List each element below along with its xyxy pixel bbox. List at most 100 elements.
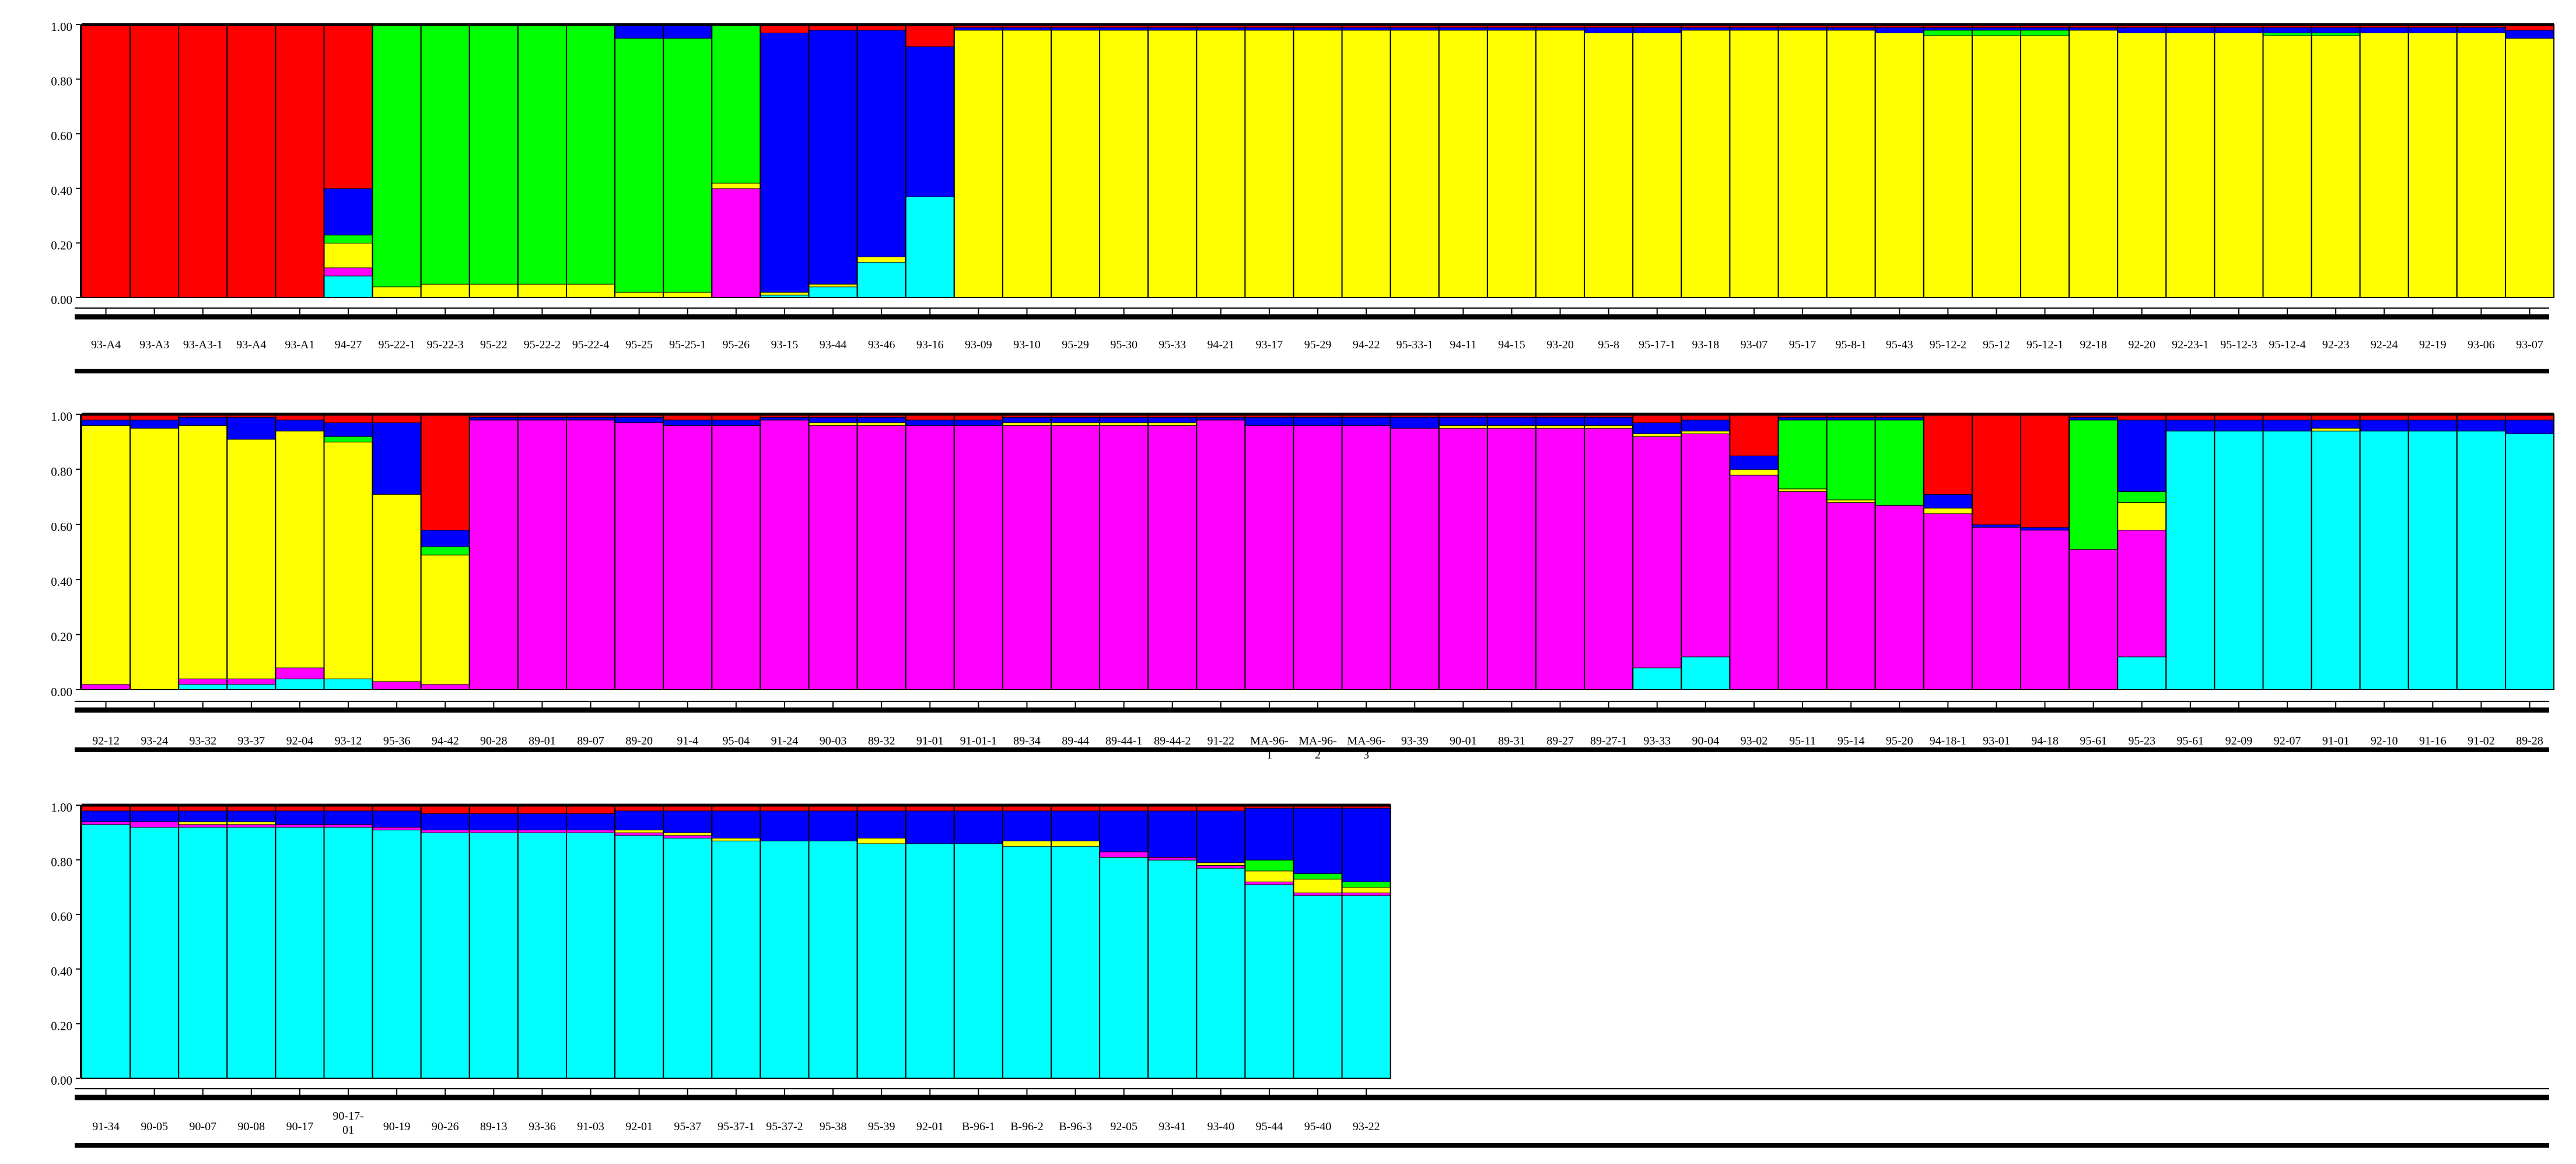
x-tick-label: 95-30: [1110, 338, 1138, 351]
bar-segment-blue: [372, 810, 421, 827]
bar-95-12-2: [1923, 24, 1973, 298]
x-tick-label: 89-07: [577, 735, 604, 747]
bar-segment-magenta: [469, 830, 518, 833]
bar-segment-blue: [2408, 27, 2457, 33]
x-tick-label: 89-32: [868, 735, 895, 747]
bar-segment-red: [324, 805, 373, 811]
x-tick-label: 93-46: [868, 338, 895, 351]
bar-segment-red: [663, 414, 712, 420]
y-tick-label: 0.20: [51, 1019, 72, 1033]
bar-90-19: [372, 805, 422, 1079]
bar-95-22-2: [517, 24, 568, 298]
bar-segment-red: [2311, 414, 2360, 420]
bar-segment-blue: [1778, 27, 1827, 30]
bar-segment-cyan: [324, 827, 373, 1078]
bar-segment-yellow: [1390, 30, 1439, 298]
bar-segment-magenta: [1148, 425, 1197, 690]
x-tick-label: 95-33: [1158, 338, 1186, 351]
bar-95-36: [372, 414, 422, 690]
bar-segment-red: [517, 805, 566, 814]
bar-92-19: [2407, 24, 2458, 298]
bar-segment-yellow: [1051, 422, 1100, 425]
bar-B-96-1: [953, 805, 1003, 1079]
x-tick-label: 93-A1: [285, 338, 314, 351]
y-tick-label: 0.00: [51, 293, 72, 307]
y-tick-label: 0.80: [51, 855, 72, 869]
bar-89-44-1: [1099, 414, 1149, 690]
bar-segment-yellow: [517, 284, 566, 298]
bar-segment-yellow: [1778, 488, 1827, 492]
bar-segment-yellow: [2311, 35, 2360, 298]
bar-95-26: [711, 24, 761, 298]
bar-segment-red: [1633, 414, 1682, 423]
bar-segment-cyan: [615, 835, 664, 1078]
bar-segment-red: [421, 805, 470, 814]
bar-92-04: [275, 414, 325, 690]
bar-92-10: [2359, 414, 2409, 690]
bar-segment-blue: [760, 417, 809, 420]
bar-93-10: [1002, 24, 1052, 298]
bar-92-23-1: [2165, 24, 2216, 298]
bar-93-46: [856, 24, 907, 298]
bar-segment-magenta: [130, 822, 179, 827]
bar-segment-yellow: [178, 822, 228, 824]
bar-segment-red: [905, 805, 954, 811]
bar-segment-yellow: [2166, 33, 2215, 298]
bar-segment-blue: [1826, 417, 1875, 420]
bar-segment-blue: [178, 417, 228, 425]
x-tick-label: 95-37-1: [718, 1120, 754, 1133]
bar-segment-green: [712, 25, 761, 183]
bar-91-02: [2456, 414, 2506, 690]
bar-B-96-2: [1002, 805, 1052, 1079]
bar-segment-cyan: [517, 832, 566, 1078]
bar-segment-red: [178, 805, 228, 811]
x-tick-label: 93-A3-1: [183, 338, 223, 351]
bar-segment-magenta: [1342, 892, 1391, 896]
bar-segment-cyan: [372, 830, 421, 1078]
bar-94-18-1: [1923, 414, 1973, 690]
bar-segment-yellow: [1245, 30, 1294, 298]
bar-segment-magenta: [1196, 420, 1245, 690]
bar-93-02: [1729, 414, 1779, 690]
bar-segment-blue: [566, 813, 615, 830]
bar-93-A4: [81, 24, 131, 298]
bar-segment-blue: [1245, 808, 1294, 860]
bar-segment-magenta: [1487, 428, 1536, 690]
x-tick-label: 89-44-1: [1105, 735, 1142, 747]
bar-segment-cyan: [2408, 431, 2457, 690]
bar-segment-blue: [2311, 27, 2360, 33]
bar-95-12-1: [2020, 24, 2070, 298]
bar-segment-yellow: [1681, 30, 1730, 298]
bar-segment-blue: [1584, 27, 1633, 33]
bar-segment-magenta: [1245, 882, 1294, 885]
bar-91-16: [2407, 414, 2458, 690]
bar-segment-yellow: [1051, 30, 1100, 298]
bar-89-07: [566, 414, 616, 690]
x-tick-label: 90-17-01: [332, 1110, 363, 1137]
bar-segment-magenta: [615, 832, 664, 836]
bar-segment-green: [1245, 859, 1294, 871]
x-tick-label: 93-02: [1741, 735, 1768, 747]
x-tick-label: 95-38: [820, 1120, 847, 1133]
panel-2: 0.00 0.20 0.40 0.60 0.80 1.00 92-12 93-24 93-32 9…: [51, 410, 2555, 761]
bar-segment-magenta: [1584, 428, 1633, 690]
bar-94-22: [1341, 24, 1391, 298]
bar-segment-cyan: [178, 684, 228, 690]
bar-segment-cyan: [760, 295, 809, 298]
bar-segment-red: [808, 805, 858, 811]
x-tick-label: 89-44: [1062, 735, 1089, 747]
bar-segment-yellow: [1826, 30, 1875, 298]
bar-segment-red: [857, 805, 906, 811]
bar-segment-blue: [1002, 27, 1051, 30]
bar-segment-yellow: [1342, 30, 1391, 298]
bar-segment-blue: [905, 46, 954, 197]
bar-segment-magenta: [566, 420, 615, 690]
bar-segment-cyan: [857, 262, 906, 298]
bar-segment-blue: [2408, 420, 2457, 431]
bar-segment-yellow: [2360, 33, 2409, 298]
x-tick-label: 93-A4: [236, 338, 266, 351]
x-tick-label: 93-20: [1546, 338, 1574, 351]
bar-segment-blue: [82, 810, 131, 822]
bar-segment-magenta: [1826, 502, 1875, 690]
